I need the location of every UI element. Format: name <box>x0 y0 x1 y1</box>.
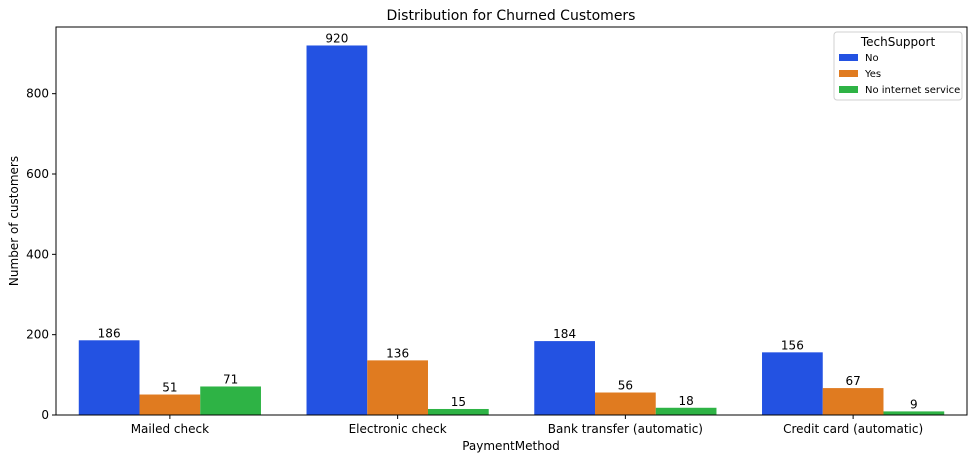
legend-swatch <box>839 54 858 61</box>
data-label: 156 <box>781 338 804 352</box>
bar-mailed-check-yes <box>139 394 201 415</box>
bar-bank-transfer-automatic--no <box>534 341 595 415</box>
bar-bank-transfer-automatic--yes <box>595 392 656 415</box>
bar-electronic-check-yes <box>367 360 428 415</box>
bar-credit-card-automatic--no-internet-service <box>883 411 945 415</box>
data-label: 51 <box>162 381 177 395</box>
y-tick-label: 800 <box>26 87 49 101</box>
y-tick-label: 0 <box>41 408 49 422</box>
legend-swatch <box>839 86 858 93</box>
y-axis: 0 200 400 600 800 <box>26 87 56 422</box>
bar-bank-transfer-automatic--no-internet-service <box>655 407 717 415</box>
bar-electronic-check-no-internet-service <box>427 408 489 415</box>
data-label: 184 <box>553 327 576 341</box>
x-axis-label: PaymentMethod <box>462 439 560 453</box>
data-label: 920 <box>325 31 348 45</box>
data-label: 71 <box>223 372 238 386</box>
plot-frame <box>55 26 968 416</box>
y-tick-label: 600 <box>26 167 49 181</box>
data-label: 136 <box>386 346 409 360</box>
x-tick-label: Mailed check <box>131 422 209 436</box>
y-tick-label: 400 <box>26 247 49 261</box>
x-tick-label: Electronic check <box>349 422 447 436</box>
bar-mailed-check-no-internet-service <box>200 386 261 415</box>
legend-label: Yes <box>864 69 881 80</box>
bar-credit-card-automatic--yes <box>822 388 884 415</box>
data-label: 67 <box>845 374 860 388</box>
data-label: 15 <box>451 395 466 409</box>
data-labels-layer: 186 51 71 920 136 15 184 56 18 156 67 9 <box>98 31 918 411</box>
bar-credit-card-automatic--no <box>762 352 823 415</box>
bar-mailed-check-no <box>78 340 140 415</box>
x-tick-label: Credit card (automatic) <box>783 422 923 436</box>
data-label: 9 <box>910 397 918 411</box>
bars-layer <box>78 45 945 415</box>
chart-title: Distribution for Churned Customers <box>387 8 636 24</box>
bar-electronic-check-no <box>306 45 368 415</box>
legend-label: No internet service <box>865 85 960 96</box>
x-axis: Mailed check Electronic check Bank transfe… <box>131 415 923 436</box>
y-axis-label: Number of customers <box>7 156 21 286</box>
data-label: 18 <box>678 394 693 408</box>
x-tick-label: Bank transfer (automatic) <box>548 422 703 436</box>
legend: TechSupport No Yes No internet service <box>833 31 963 101</box>
legend-box <box>833 31 963 101</box>
y-tick-label: 200 <box>26 328 49 342</box>
data-label: 186 <box>98 326 121 340</box>
data-label: 56 <box>618 379 633 393</box>
legend-label: No <box>865 53 879 64</box>
legend-title: TechSupport <box>860 35 936 49</box>
legend-swatch <box>839 70 858 77</box>
